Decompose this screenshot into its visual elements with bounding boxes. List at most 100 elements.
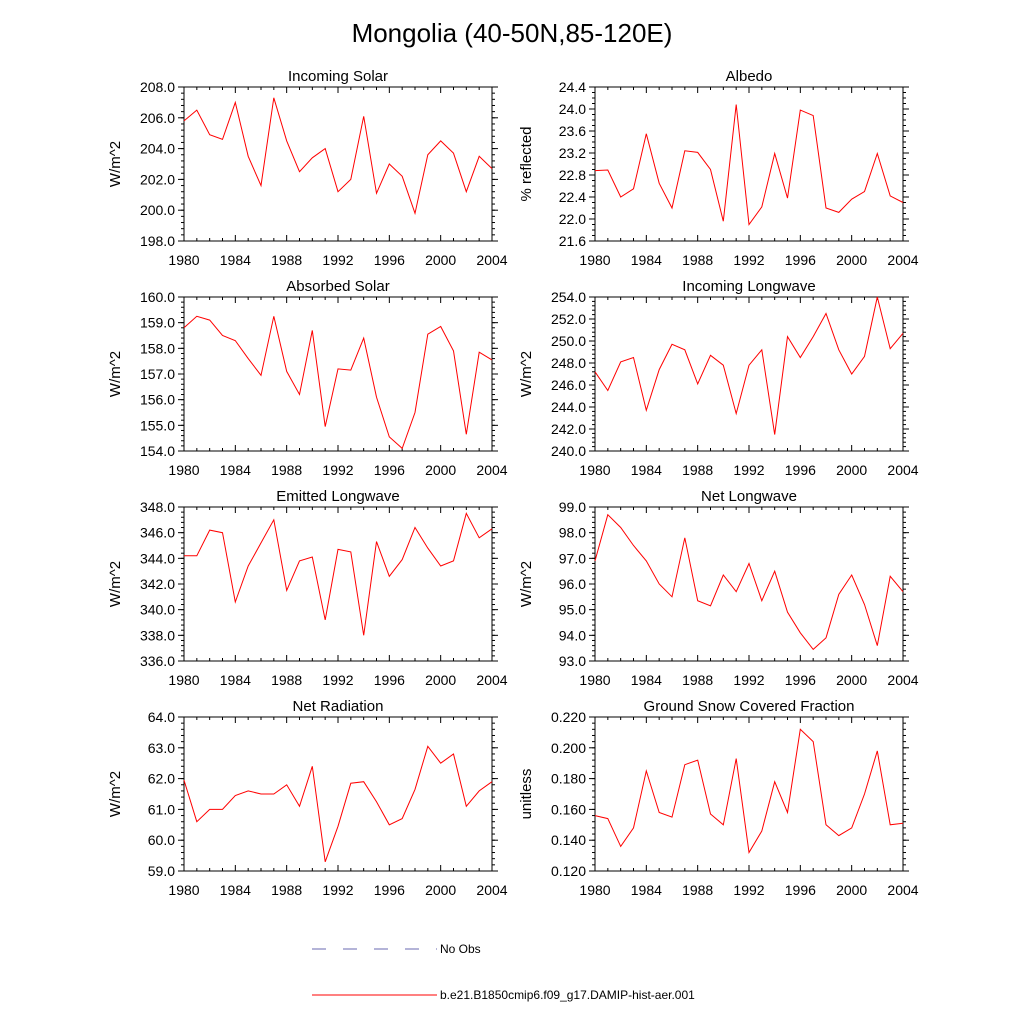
y-tick-label: 0.180 xyxy=(551,771,586,787)
x-tick-label: 1980 xyxy=(168,882,199,898)
x-tick-label: 1992 xyxy=(733,882,764,898)
y-tick-label: 204.0 xyxy=(140,141,175,157)
panel-incoming-longwave: Incoming Longwave 1980 1984 1988 1992 1996 200… xyxy=(518,278,919,478)
x-tick-label: 1984 xyxy=(220,252,251,268)
panel-title: Albedo xyxy=(726,68,773,85)
panel-net-longwave: Net Longwave 1980 1984 1988 1992 1996 2000 2004… xyxy=(518,488,919,688)
y-tick-label: 60.0 xyxy=(148,832,175,848)
x-tick-label: 2000 xyxy=(425,672,456,688)
y-axis-label: W/m^2 xyxy=(107,771,124,817)
x-tick-label: 1984 xyxy=(220,882,251,898)
y-tick-label: 59.0 xyxy=(148,863,175,879)
y-tick-label: 0.140 xyxy=(551,832,586,848)
x-tick-label: 1980 xyxy=(168,672,199,688)
y-tick-label: 254.0 xyxy=(551,289,586,305)
y-tick-label: 250.0 xyxy=(551,333,586,349)
y-tick-label: 242.0 xyxy=(551,421,586,437)
y-tick-label: 24.4 xyxy=(559,79,586,95)
x-tick-label: 1996 xyxy=(374,882,405,898)
y-tick-label: 160.0 xyxy=(140,289,175,305)
y-tick-label: 208.0 xyxy=(140,79,175,95)
plot-frame xyxy=(183,506,493,662)
y-axis-label: W/m^2 xyxy=(107,561,124,607)
x-tick-label: 1988 xyxy=(271,882,302,898)
panel-ground-snow-covered-fraction: Ground Snow Covered Fraction 1980 1984 1988… xyxy=(518,698,919,898)
x-tick-label: 2004 xyxy=(476,672,507,688)
y-tick-label: 22.0 xyxy=(559,211,586,227)
y-axis-label: W/m^2 xyxy=(107,351,124,397)
plot-frame xyxy=(183,716,493,872)
x-tick-label: 1996 xyxy=(374,672,405,688)
panel-title: Emitted Longwave xyxy=(276,488,399,505)
series-line xyxy=(184,512,493,636)
panel-net-radiation: Net Radiation 1980 1984 1988 1992 1996 2000 200… xyxy=(107,698,508,898)
panel-title: Absorbed Solar xyxy=(286,278,389,295)
x-tick-label: 1996 xyxy=(785,252,816,268)
x-tick-label: 2000 xyxy=(836,882,867,898)
y-tick-label: 64.0 xyxy=(148,709,175,725)
panel-title: Incoming Solar xyxy=(288,68,388,85)
panel-albedo: Albedo 1980 1984 1988 1992 1996 2000 2004 21.6 22… xyxy=(518,68,919,268)
x-tick-label: 1988 xyxy=(271,252,302,268)
x-tick-label: 2004 xyxy=(887,882,918,898)
x-tick-label: 1992 xyxy=(733,672,764,688)
series-line xyxy=(183,745,493,862)
y-tick-label: 244.0 xyxy=(551,399,586,415)
x-tick-label: 2000 xyxy=(425,252,456,268)
y-axis-label: W/m^2 xyxy=(518,351,535,397)
x-tick-label: 1984 xyxy=(631,462,662,478)
y-tick-label: 252.0 xyxy=(551,311,586,327)
x-tick-label: 1988 xyxy=(682,882,713,898)
x-tick-label: 1980 xyxy=(168,462,199,478)
x-tick-label: 1996 xyxy=(785,882,816,898)
y-tick-label: 97.0 xyxy=(559,550,586,566)
x-tick-label: 2004 xyxy=(887,462,918,478)
x-tick-label: 2000 xyxy=(836,252,867,268)
x-tick-label: 1988 xyxy=(271,462,302,478)
y-tick-label: 98.0 xyxy=(559,525,586,541)
x-tick-label: 1996 xyxy=(374,462,405,478)
x-tick-label: 2004 xyxy=(476,462,507,478)
series-line xyxy=(183,315,493,450)
x-tick-label: 2000 xyxy=(836,672,867,688)
y-tick-label: 0.160 xyxy=(551,801,586,817)
y-tick-label: 240.0 xyxy=(551,443,586,459)
y-tick-label: 338.0 xyxy=(140,627,175,643)
y-tick-label: 0.220 xyxy=(551,709,586,725)
x-tick-label: 1988 xyxy=(682,672,713,688)
y-tick-label: 200.0 xyxy=(140,202,175,218)
y-tick-label: 158.0 xyxy=(140,340,175,356)
legend: No Obs b.e21.B1850cmip6.f09_g17.DAMIP-hi… xyxy=(312,942,695,1002)
y-tick-label: 23.2 xyxy=(559,145,586,161)
x-tick-label: 1980 xyxy=(579,462,610,478)
x-tick-label: 2004 xyxy=(887,252,918,268)
panel-emitted-longwave: Emitted Longwave 1980 1984 1988 1992 1996 2000… xyxy=(107,488,508,688)
y-tick-label: 157.0 xyxy=(140,366,175,382)
y-tick-label: 24.0 xyxy=(559,101,586,117)
y-tick-label: 99.0 xyxy=(559,499,586,515)
y-tick-label: 342.0 xyxy=(140,576,175,592)
y-tick-label: 21.6 xyxy=(559,233,586,249)
x-tick-label: 1992 xyxy=(322,882,353,898)
x-tick-label: 2004 xyxy=(887,672,918,688)
series-line xyxy=(594,513,904,651)
series-line xyxy=(594,728,904,854)
panel-title: Ground Snow Covered Fraction xyxy=(644,698,855,715)
y-tick-label: 248.0 xyxy=(551,355,586,371)
y-tick-label: 23.6 xyxy=(559,123,586,139)
y-tick-label: 62.0 xyxy=(148,771,175,787)
y-tick-label: 340.0 xyxy=(140,602,175,618)
y-tick-label: 246.0 xyxy=(551,377,586,393)
y-tick-label: 94.0 xyxy=(559,627,586,643)
x-tick-label: 1988 xyxy=(682,462,713,478)
x-tick-label: 1992 xyxy=(322,462,353,478)
x-tick-label: 1984 xyxy=(631,882,662,898)
x-tick-label: 1996 xyxy=(785,672,816,688)
series-line xyxy=(594,296,904,435)
y-tick-label: 93.0 xyxy=(559,653,586,669)
panel-absorbed-solar: Absorbed Solar 1980 1984 1988 1992 1996 2000 20… xyxy=(107,278,508,478)
y-tick-label: 344.0 xyxy=(140,550,175,566)
plot-frame xyxy=(594,86,904,242)
x-tick-label: 2000 xyxy=(836,462,867,478)
y-tick-label: 22.8 xyxy=(559,167,586,183)
